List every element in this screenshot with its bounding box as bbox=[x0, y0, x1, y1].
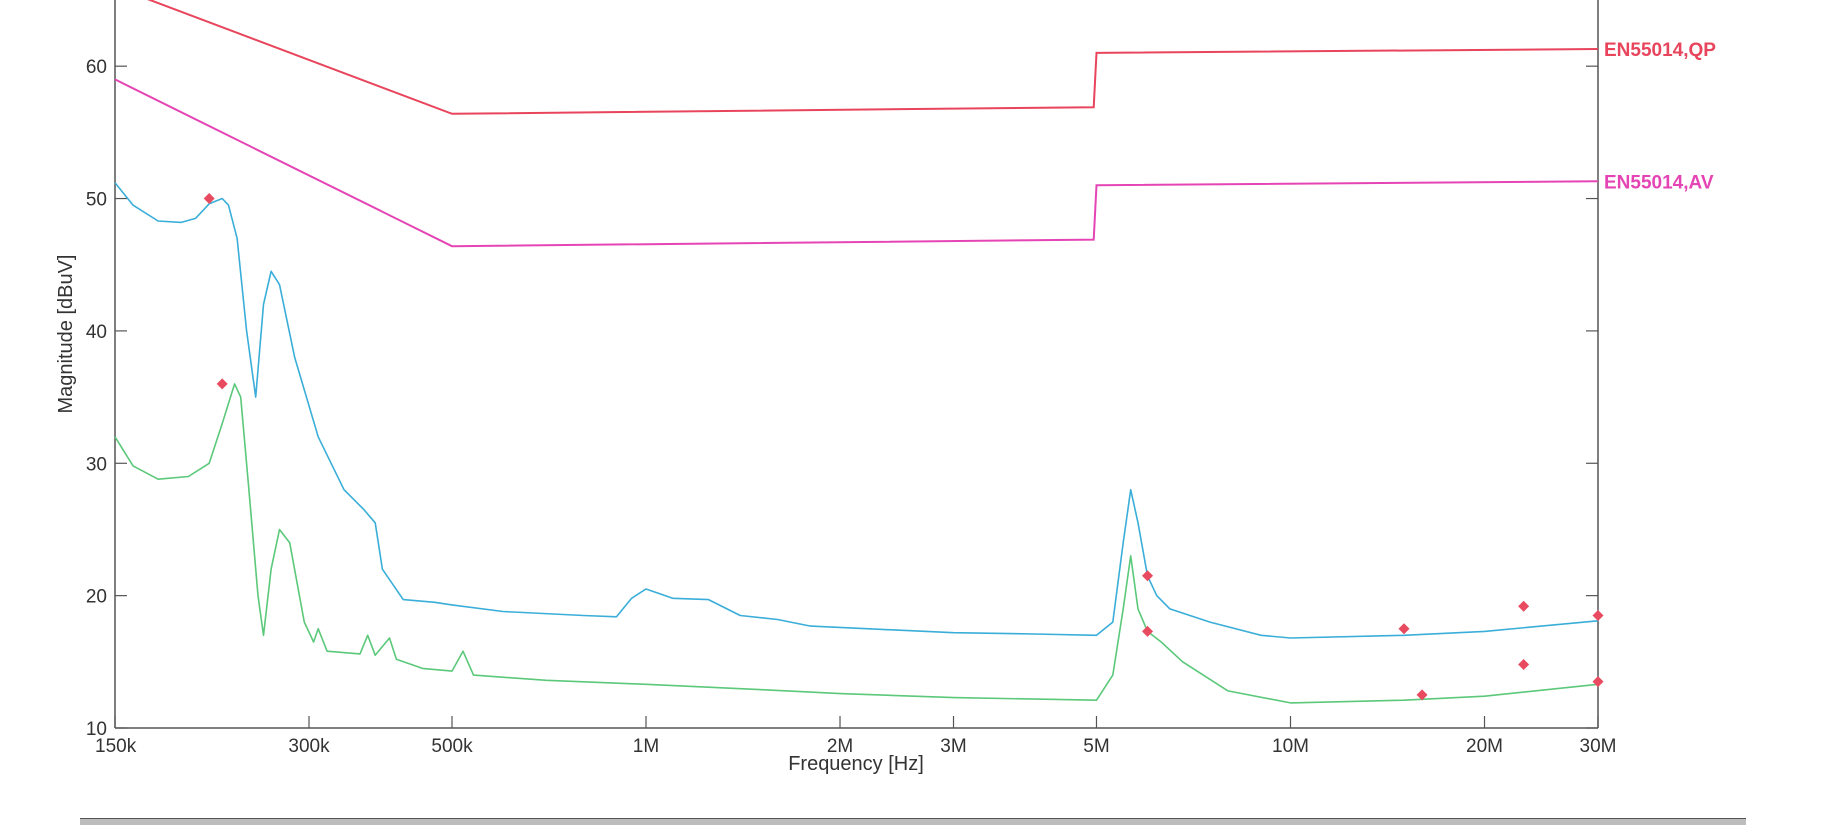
limit-label: EN55014,QP bbox=[1604, 40, 1716, 61]
peak-marker bbox=[216, 378, 228, 390]
limit-line bbox=[114, 78, 1599, 248]
y-tick-label: 60 bbox=[86, 57, 107, 78]
results-table-edge bbox=[80, 818, 1746, 825]
series-lines bbox=[114, 182, 1599, 704]
peak-marker bbox=[1142, 570, 1154, 582]
x-ticks: 150k 300k 500k 1M 2M 3M 5M 10M 20M 30M bbox=[95, 716, 1616, 757]
series-line bbox=[114, 383, 1599, 704]
y-tick-label: 40 bbox=[86, 322, 107, 343]
x-tick-label: 2M bbox=[827, 736, 853, 757]
peak-marker bbox=[1592, 676, 1604, 688]
peak-marker bbox=[1592, 609, 1604, 621]
x-tick-label: 1M bbox=[633, 736, 659, 757]
x-tick-label: 500k bbox=[431, 736, 473, 757]
x-tick-label: 300k bbox=[288, 736, 330, 757]
peak-markers bbox=[203, 193, 1604, 701]
x-tick-label: 10M bbox=[1272, 736, 1309, 757]
limit-line bbox=[147, 0, 1599, 115]
peak-marker bbox=[1518, 600, 1530, 612]
y-tick-label: 10 bbox=[86, 719, 107, 740]
series-line bbox=[114, 182, 1599, 639]
limit-lines: EN55014,QP EN55014,AV bbox=[114, 0, 1716, 248]
x-tick-label: 30M bbox=[1580, 736, 1617, 757]
y-tick-label: 20 bbox=[86, 587, 107, 608]
peak-marker bbox=[1398, 623, 1410, 635]
y-tick-label: 30 bbox=[86, 454, 107, 475]
limit-label: EN55014,AV bbox=[1604, 172, 1714, 193]
y-tick-label: 50 bbox=[86, 190, 107, 211]
x-axis-title: Frequency [Hz] bbox=[788, 753, 924, 775]
x-tick-label: 20M bbox=[1466, 736, 1503, 757]
x-tick-label: 5M bbox=[1083, 736, 1109, 757]
peak-marker bbox=[203, 193, 215, 205]
x-tick-label: 3M bbox=[940, 736, 966, 757]
peak-marker bbox=[1518, 658, 1530, 670]
y-ticks: 10 20 30 40 50 60 bbox=[86, 57, 1598, 740]
y-axis-title: Magnitude [dBuV] bbox=[55, 255, 77, 414]
peak-marker bbox=[1416, 689, 1428, 701]
axes bbox=[114, 0, 1599, 729]
peak-marker bbox=[1142, 625, 1154, 637]
x-tick-label: 150k bbox=[95, 736, 137, 757]
